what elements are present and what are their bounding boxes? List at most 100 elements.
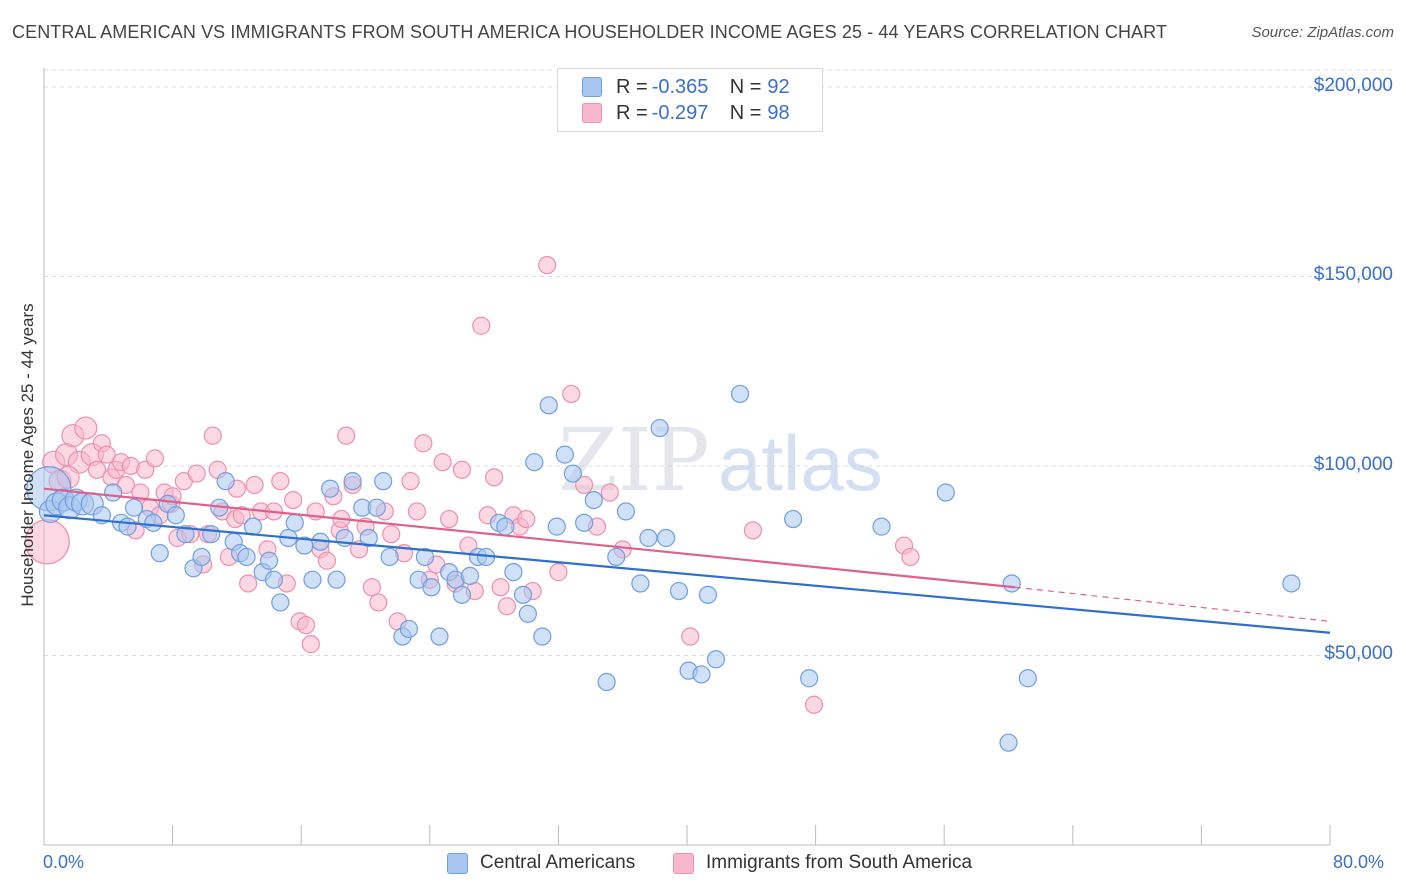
- immigrants-point-85: [575, 475, 594, 495]
- central-americans-point-89: [1002, 574, 1021, 593]
- legend-row-central-americans: R = -0.365 N = 92: [582, 75, 790, 99]
- central-americans-point-84: [783, 509, 803, 529]
- watermark-zip: ZIP: [558, 411, 710, 511]
- immigrants-point-64: [414, 434, 433, 453]
- central-americans-point-61: [513, 585, 533, 604]
- immigrants-point-10: [97, 445, 116, 464]
- trend-line-immigrants-extrapolated: [1014, 586, 1331, 622]
- y-tick-label-0: $50,000: [1324, 643, 1393, 665]
- central-americans-point-12: [124, 498, 144, 517]
- central-americans-point-71: [597, 672, 616, 692]
- n-value: 92: [767, 75, 790, 98]
- r-label: R =: [616, 75, 648, 98]
- immigrants-point-6: [74, 416, 98, 440]
- pink-swatch: [673, 852, 694, 874]
- central-americans-point-50: [422, 578, 441, 597]
- central-americans-point-90: [1018, 669, 1037, 688]
- central-americans-point-73: [616, 502, 636, 521]
- central-americans-point-85: [800, 669, 819, 688]
- immigrants-point-82: [538, 255, 557, 275]
- trend-line-central-americans: [43, 514, 1331, 634]
- central-americans-point-76: [650, 418, 669, 438]
- central-americans-point-60: [504, 563, 523, 582]
- central-americans-point-64: [533, 627, 552, 646]
- central-americans-point-66: [547, 517, 566, 536]
- central-americans-point-38: [327, 570, 346, 589]
- axes: [43, 68, 1331, 846]
- chart-title: CENTRAL AMERICAN VS IMMIGRANTS FROM SOUT…: [12, 22, 1168, 42]
- central-americans-point-30: [264, 570, 283, 589]
- central-americans-point-45: [380, 547, 399, 567]
- central-americans-point-27: [243, 517, 263, 536]
- central-americans-point-67: [555, 445, 574, 464]
- immigrants-point-77: [497, 597, 517, 616]
- immigrants-point-49: [317, 551, 337, 570]
- blue-swatch: [582, 77, 602, 97]
- watermark-atlas: atlas: [718, 419, 883, 507]
- central-americans-point-87: [936, 483, 955, 502]
- central-americans-point-9: [104, 483, 123, 502]
- immigrants-point-37: [245, 475, 264, 495]
- immigrants-point-43: [284, 490, 303, 510]
- immigrants-point-67: [433, 453, 452, 472]
- y-axis-label: Householder Income Ages 25 - 44 years: [18, 303, 37, 607]
- immigrants-point-41: [271, 472, 290, 491]
- immigrants-point-52: [337, 426, 356, 445]
- n-value: 98: [767, 101, 790, 124]
- immigrants-point-8: [87, 460, 107, 479]
- legend-item-immigrants-from-south-america: Immigrants from South America: [673, 852, 972, 874]
- central-americans-point-72: [607, 547, 626, 567]
- immigrants-point-93: [901, 547, 920, 567]
- central-americans-point-68: [563, 464, 582, 483]
- source-label: Source: ZipAtlas.com: [1251, 24, 1394, 41]
- central-americans-point-74: [631, 574, 650, 593]
- immigrants-point-56: [362, 578, 382, 597]
- x-tick-label-max: 80.0%: [1333, 852, 1385, 872]
- watermark: ZIP atlas: [558, 411, 883, 511]
- central-americans-point-55: [460, 566, 480, 585]
- immigrants-point-45: [296, 616, 316, 635]
- immigrants-point-17: [131, 483, 150, 502]
- immigrants-point-36: [239, 574, 258, 593]
- immigrants-point-46: [301, 635, 320, 654]
- y-tick-label-1: $100,000: [1313, 453, 1393, 475]
- immigrants-point-90: [743, 521, 763, 540]
- immigrants-point-27: [187, 464, 206, 483]
- central-americans-point-43: [367, 498, 386, 517]
- series-legend: Central Americans Immigrants from South …: [0, 852, 1406, 876]
- central-americans-point-83: [730, 384, 750, 404]
- central-americans-point-20: [192, 547, 211, 567]
- y-tick-label-2: $150,000: [1313, 264, 1393, 286]
- central-americans-point-81: [698, 585, 717, 604]
- immigrants-point-70: [452, 460, 472, 479]
- legend-item-central-americans: Central Americans: [447, 852, 635, 874]
- immigrants-point-87: [600, 483, 619, 502]
- central-americans-point-29: [259, 551, 279, 570]
- immigrants-point-89: [681, 627, 700, 646]
- r-value: -0.365: [651, 75, 709, 98]
- series-immigrants-from-south-america: [24, 255, 920, 714]
- central-americans-point-63: [525, 453, 544, 472]
- blue-swatch: [447, 852, 468, 874]
- n-label: N =: [729, 75, 762, 98]
- y-tick-label-3: $200,000: [1313, 74, 1393, 96]
- central-americans-point-18: [176, 525, 195, 544]
- central-americans-point-14: [144, 513, 163, 532]
- pink-swatch: [582, 103, 602, 123]
- immigrants-point-75: [485, 468, 504, 487]
- immigrants-point-84: [562, 384, 581, 404]
- central-americans-point-86: [872, 517, 891, 536]
- central-americans-point-15: [150, 544, 169, 563]
- central-americans-point-62: [518, 604, 537, 623]
- gridlines: [44, 69, 1395, 656]
- central-americans-point-70: [584, 490, 603, 510]
- immigrants-point-63: [407, 502, 427, 521]
- immigrants-point-20: [145, 449, 165, 468]
- x-tick-label-min: 0.0%: [43, 852, 85, 872]
- central-americans-point-33: [285, 513, 304, 532]
- immigrants-point-68: [439, 509, 459, 529]
- series-central-americans: [26, 384, 1301, 752]
- legend-row-immigrants-from-south-america: R = -0.297 N = 98: [582, 101, 790, 125]
- central-americans-point-44: [374, 472, 393, 491]
- immigrants-point-57: [369, 593, 388, 612]
